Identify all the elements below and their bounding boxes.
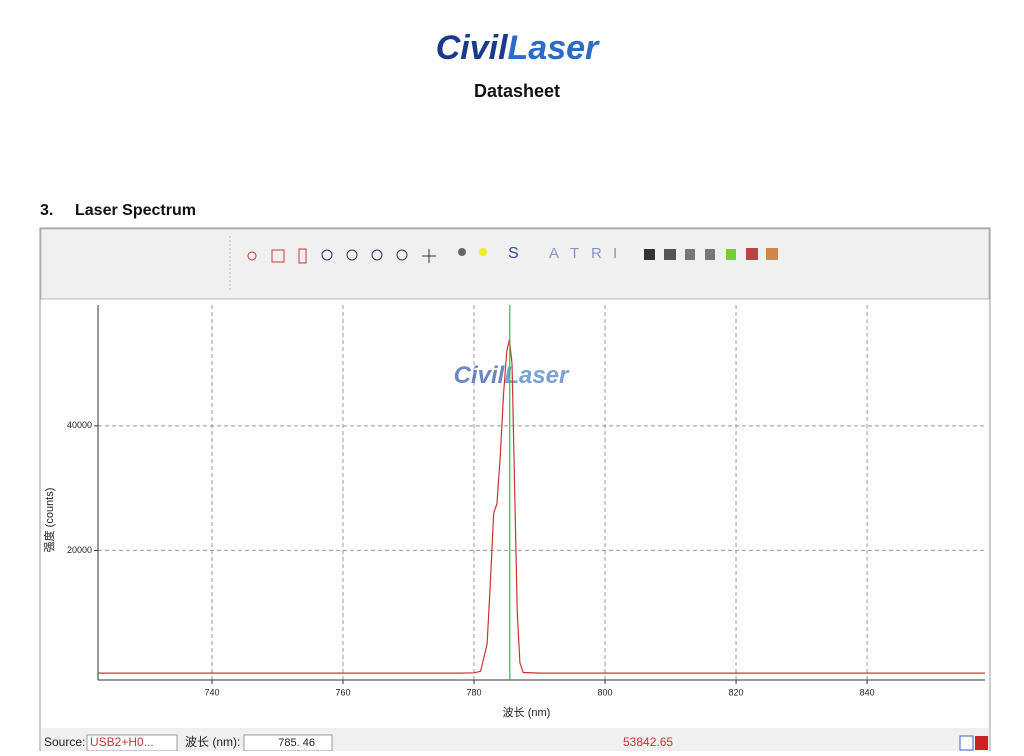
toolbar-icons bbox=[247, 248, 778, 264]
wavelength-label: 波长 (nm): bbox=[185, 735, 240, 749]
tool-label[interactable]: S bbox=[508, 245, 519, 262]
tool-icon[interactable] bbox=[396, 249, 408, 261]
toolbar bbox=[40, 228, 990, 300]
wavelength-value[interactable]: 785. 46 bbox=[278, 737, 315, 749]
intensity-value: 53842.65 bbox=[623, 735, 673, 749]
logo: CivilLaser bbox=[436, 29, 600, 67]
tool-icon[interactable] bbox=[298, 248, 307, 264]
tool-icon[interactable] bbox=[479, 248, 487, 256]
spectrum-line bbox=[98, 339, 985, 674]
x-axis-label: 波长 (nm) bbox=[503, 706, 551, 719]
tool-label[interactable]: R bbox=[591, 245, 602, 262]
x-tick-label: 740 bbox=[204, 687, 219, 697]
plot: 740 760 780 800 820 840 20000 40000 CivilLaser 波长… bbox=[42, 305, 985, 719]
tool-icon[interactable] bbox=[705, 249, 715, 260]
watermark: CivilLaser bbox=[454, 362, 570, 389]
tool-icon[interactable] bbox=[271, 249, 285, 263]
tool-icon[interactable] bbox=[422, 249, 436, 263]
x-tick-label: 760 bbox=[335, 687, 350, 697]
y-tick-label: 20000 bbox=[67, 545, 92, 555]
watermark-part: Civil bbox=[454, 362, 506, 389]
x-tick-label: 780 bbox=[467, 687, 482, 697]
tool-icon[interactable] bbox=[321, 249, 333, 261]
x-tick-label: 800 bbox=[598, 687, 613, 697]
x-tick-label: 820 bbox=[729, 687, 744, 697]
status-bar bbox=[41, 728, 989, 751]
source-label: Source: bbox=[44, 735, 85, 749]
section-number: 3. bbox=[40, 202, 53, 219]
source-value[interactable]: USB2+H0... bbox=[90, 735, 154, 749]
watermark-part: Laser bbox=[504, 362, 570, 389]
tool-label[interactable]: T bbox=[570, 245, 579, 262]
tool-icon[interactable] bbox=[644, 249, 655, 260]
y-tick-label: 40000 bbox=[67, 420, 92, 430]
status-icon[interactable] bbox=[975, 736, 988, 750]
logo-part: Laser bbox=[508, 29, 600, 67]
tool-icon[interactable] bbox=[458, 248, 466, 256]
tool-icon[interactable] bbox=[685, 249, 695, 260]
logo-part: Civil bbox=[436, 29, 509, 67]
x-tick-label: 840 bbox=[860, 687, 875, 697]
tool-icon[interactable] bbox=[766, 248, 778, 260]
tool-icon[interactable] bbox=[247, 251, 257, 261]
tool-icon[interactable] bbox=[371, 249, 383, 261]
tool-icon[interactable] bbox=[346, 249, 358, 261]
tool-label[interactable]: I bbox=[613, 245, 617, 262]
tool-label[interactable]: A bbox=[549, 245, 559, 262]
section-title: Laser Spectrum bbox=[75, 202, 196, 219]
doc-title: Datasheet bbox=[474, 81, 560, 101]
tool-icon[interactable] bbox=[746, 248, 758, 260]
status-icon[interactable] bbox=[959, 735, 974, 751]
tool-icon[interactable] bbox=[726, 249, 736, 260]
tool-icon[interactable] bbox=[664, 249, 676, 260]
y-axis-label: 强度 (counts) bbox=[42, 488, 56, 553]
